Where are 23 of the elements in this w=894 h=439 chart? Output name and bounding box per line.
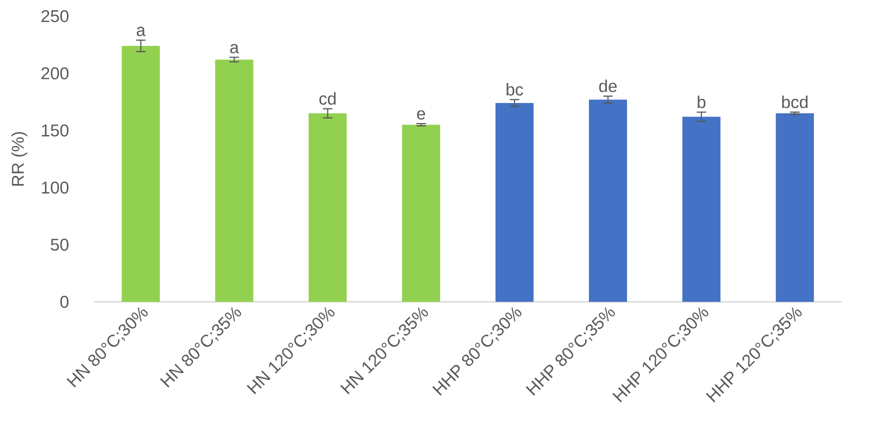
y-tick-label: 250 bbox=[42, 10, 68, 22]
annotation: a bbox=[136, 26, 146, 36]
annotation: b bbox=[698, 96, 706, 108]
annotation: bc bbox=[506, 83, 524, 96]
annotation: cd bbox=[319, 92, 336, 105]
bar bbox=[776, 113, 814, 302]
bar bbox=[402, 124, 440, 302]
bar bbox=[215, 60, 254, 302]
y-tick-label: 200 bbox=[42, 67, 68, 80]
y-tick-label: 150 bbox=[42, 124, 68, 136]
annotation: a bbox=[230, 44, 239, 54]
bar bbox=[588, 100, 628, 302]
y-tick-label: 50 bbox=[50, 238, 68, 251]
y-tick-label: 0 bbox=[60, 296, 68, 308]
bar bbox=[495, 103, 534, 302]
bar bbox=[682, 116, 720, 302]
bar bbox=[122, 46, 160, 302]
y-axis-title: RR (%) bbox=[11, 132, 28, 186]
y-tick-label: 100 bbox=[42, 182, 68, 194]
bar bbox=[308, 113, 347, 302]
annotation: de bbox=[599, 80, 617, 92]
annotation: bcd bbox=[782, 96, 808, 108]
annotation: e bbox=[417, 110, 426, 120]
